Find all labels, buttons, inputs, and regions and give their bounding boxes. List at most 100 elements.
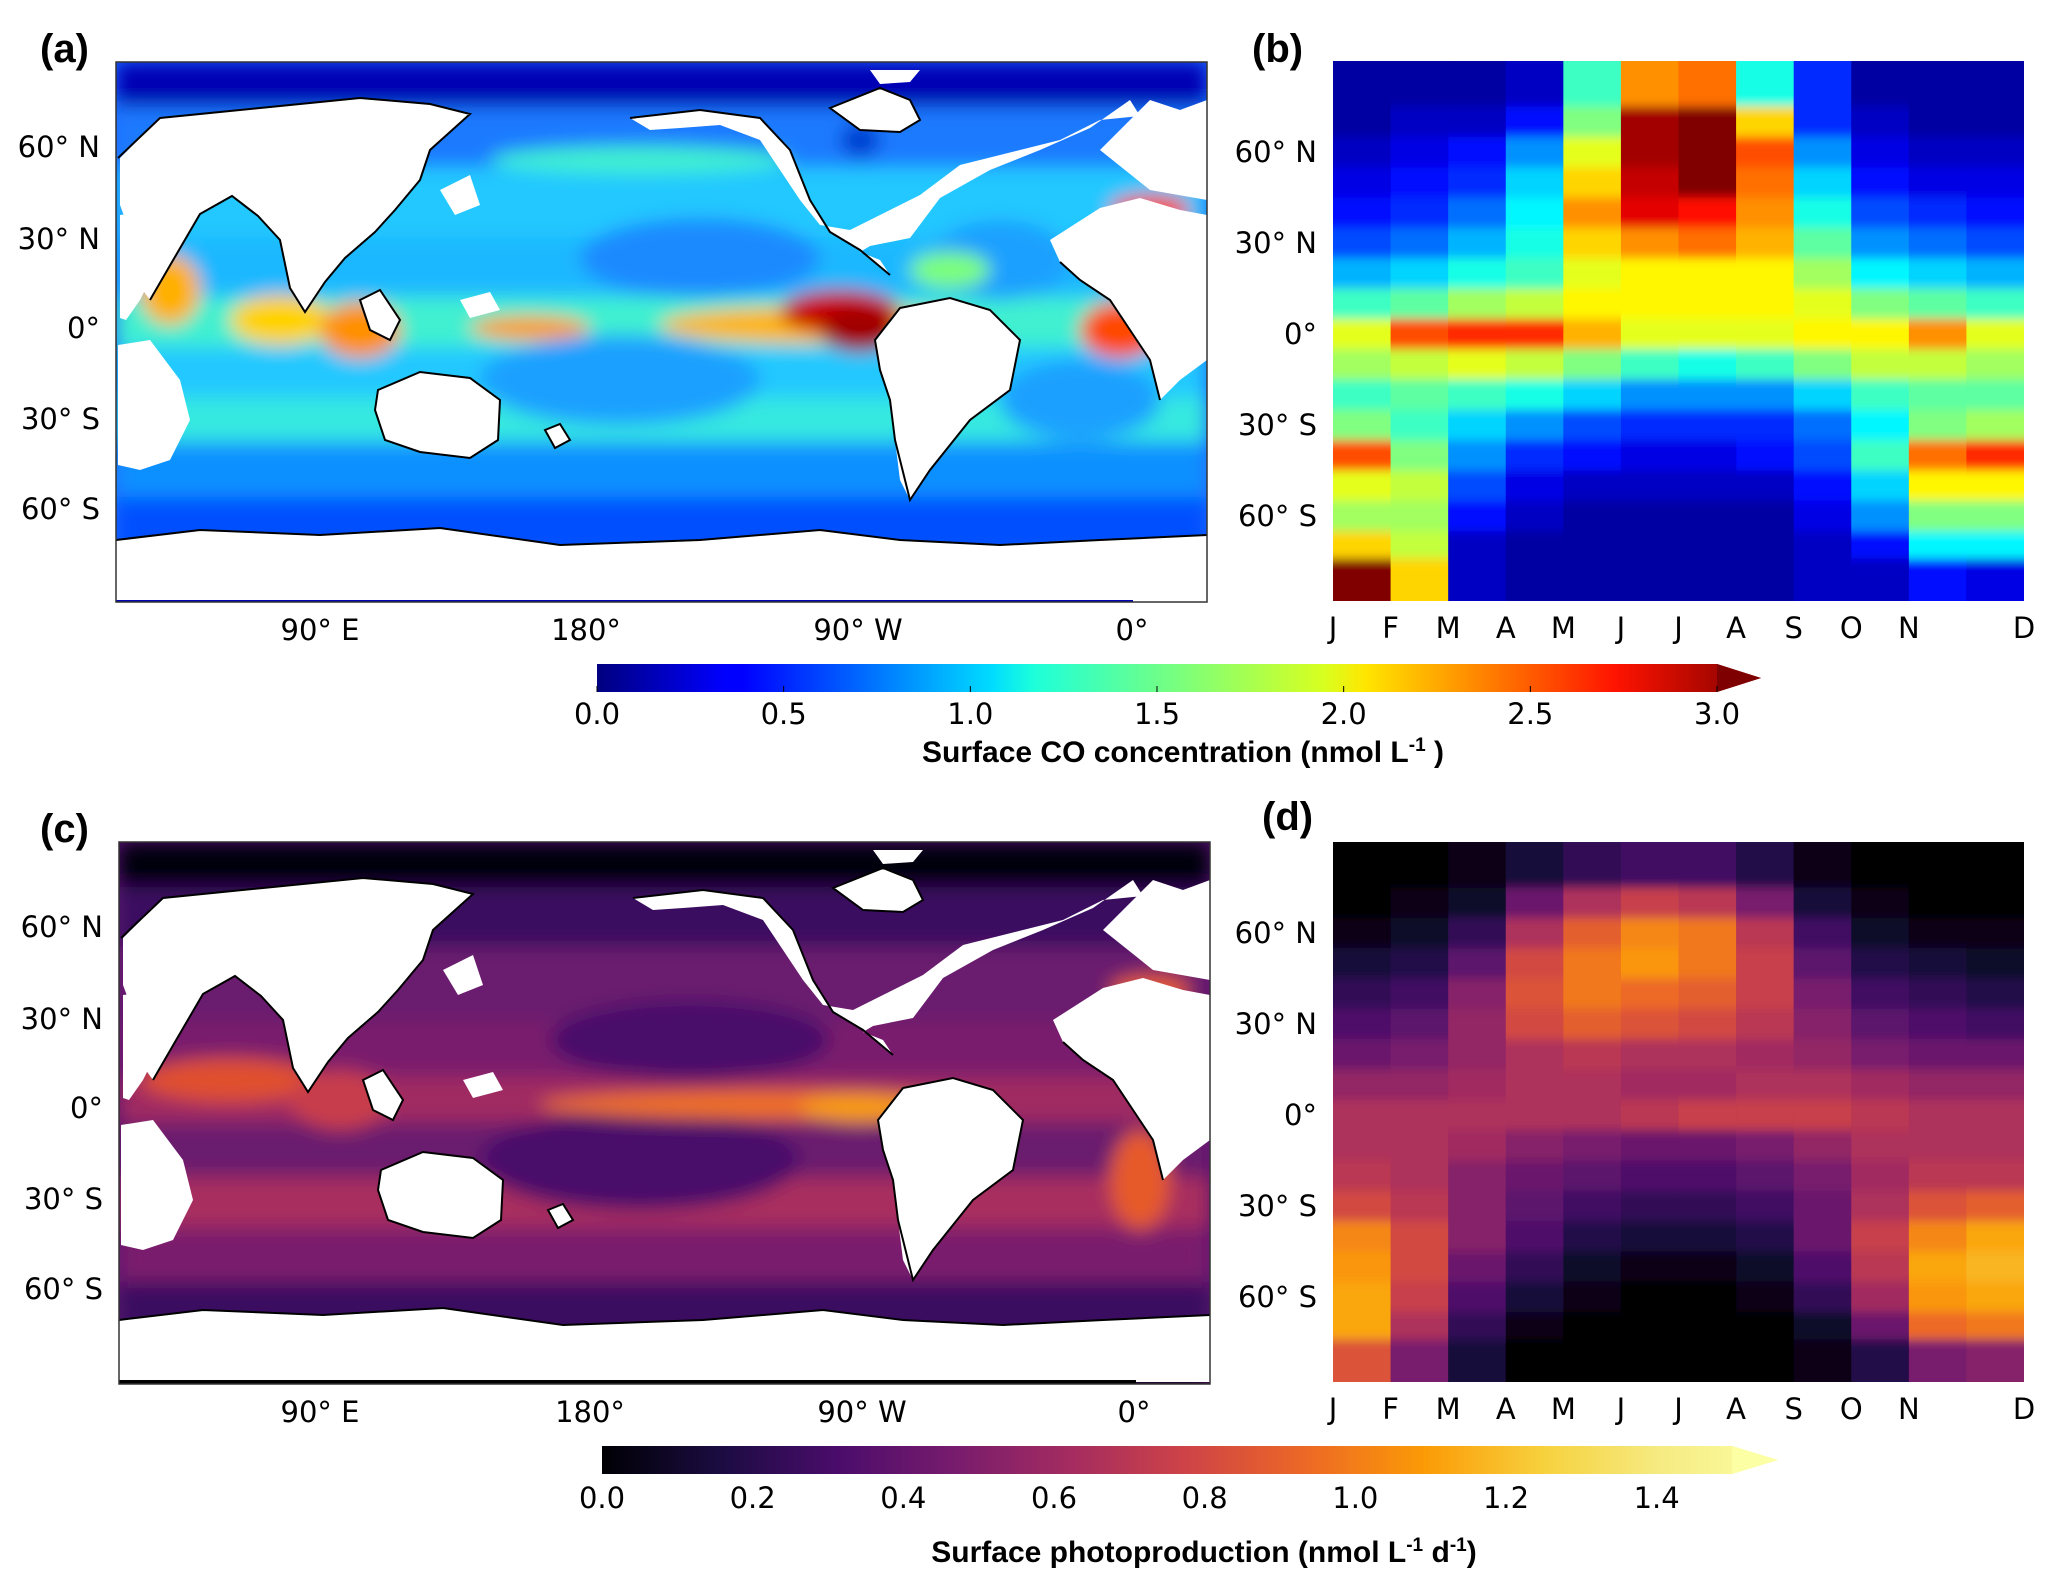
heatmap-cell	[1736, 1339, 1795, 1382]
xtick-label: 90° W	[817, 1395, 906, 1429]
heatmap-cell	[1793, 470, 1852, 502]
xtick-label: J	[1672, 1392, 1683, 1426]
xtick-label: O	[1840, 1392, 1863, 1426]
xtick-label: M	[1436, 611, 1461, 645]
heatmap-cell	[1563, 887, 1622, 919]
heatmap-cell	[1678, 318, 1737, 350]
heatmap-cell	[1563, 1281, 1622, 1313]
heatmap-cell	[1793, 978, 1852, 1010]
heatmap-cell	[1793, 558, 1852, 601]
colorbar-tick-label: 3.0	[1694, 697, 1740, 731]
heatmap-cell	[1390, 167, 1449, 199]
heatmap-cell	[1966, 948, 2024, 980]
heatmap-cell	[1505, 167, 1564, 199]
heatmap-cell	[1908, 288, 1968, 320]
heatmap-cell	[1851, 1312, 1910, 1341]
heatmap-cell	[1448, 842, 1507, 889]
heatmap-cell	[1851, 1339, 1910, 1382]
heatmap-cell	[1333, 288, 1392, 320]
heatmap-cell	[1620, 1160, 1680, 1192]
heatmap-cell	[1505, 1251, 1564, 1283]
heatmap-cell	[1448, 379, 1507, 411]
heatmap-cell	[1448, 1312, 1507, 1341]
heatmap-cell	[1390, 558, 1449, 601]
heatmap-cell	[1908, 1251, 1968, 1283]
heatmap-cell	[1908, 1312, 1968, 1341]
heatmap-cell	[1736, 61, 1795, 108]
heatmap-cell	[1563, 1039, 1622, 1071]
xtick-label: 180°	[551, 613, 621, 647]
heatmap-cell	[1908, 1008, 1968, 1040]
heatmap-cell	[1851, 1039, 1910, 1071]
heatmap-cell	[1678, 558, 1737, 601]
heatmap-cell	[1448, 1251, 1507, 1283]
heatmap-cell	[1793, 531, 1852, 560]
heatmap-cell	[1448, 558, 1507, 601]
colorbar-bottom: 0.0 0.2 0.4 0.6 0.8 1.0 1.2 1.4 Surface photopr…	[579, 1446, 1778, 1569]
heatmap-cell	[1620, 1281, 1680, 1313]
heatmap-cell	[1505, 1008, 1564, 1040]
heatmap-cell	[1563, 1339, 1622, 1382]
heatmap-cell	[1505, 1130, 1564, 1162]
heatmap-cell	[1390, 1160, 1449, 1192]
heatmap-cell	[1736, 558, 1795, 601]
heatmap-cell	[1505, 470, 1564, 502]
heatmap-cell	[1908, 1160, 1968, 1192]
heatmap-cell	[1333, 558, 1392, 601]
heatmap-cell	[1908, 1281, 1968, 1313]
colorbar-top-title: Surface CO concentration (nmol L-1 )	[922, 735, 1444, 769]
heatmap-cell	[1333, 318, 1392, 350]
heatmap-cell	[1620, 1099, 1680, 1131]
heatmap-cell	[1333, 1339, 1392, 1382]
heatmap-cell	[1390, 258, 1449, 290]
xtick-label: 90° W	[813, 613, 902, 647]
heatmap-cell	[1793, 1339, 1852, 1382]
heatmap-cell	[1966, 409, 2024, 441]
heatmap-cell	[1851, 1069, 1910, 1101]
colorbar-tick-label: 0.8	[1182, 1481, 1228, 1515]
heatmap-cell	[1678, 1221, 1737, 1253]
heatmap-cell	[1966, 500, 2024, 532]
heatmap-cell	[1736, 1039, 1795, 1071]
heatmap-cell	[1678, 1190, 1737, 1222]
heatmap-cell	[1448, 258, 1507, 290]
heatmap-cell	[1390, 288, 1449, 320]
heatmap-cell	[1333, 167, 1392, 199]
heatmap-cell	[1505, 106, 1564, 138]
heatmap-cell	[1333, 409, 1392, 441]
heatmap-cell	[1620, 1221, 1680, 1253]
heatmap-cell	[1563, 531, 1622, 560]
heatmap-cell	[1563, 948, 1622, 980]
heatmap-cell	[1966, 197, 2024, 229]
heatmap-cell	[1448, 470, 1507, 502]
heatmap-cell	[1793, 1099, 1852, 1131]
heatmap-cell	[1851, 379, 1910, 411]
heatmap-cell	[1678, 1099, 1737, 1131]
heatmap-cell	[1505, 1099, 1564, 1131]
heatmap-cell	[1620, 409, 1680, 441]
heatmap-cell	[1851, 409, 1910, 441]
heatmap-cell	[1448, 1130, 1507, 1162]
heatmap-cell	[1390, 531, 1449, 560]
heatmap-cell	[1851, 258, 1910, 290]
colorbar-tick-label: 0.4	[880, 1481, 926, 1515]
heatmap-cell	[1333, 500, 1392, 532]
heatmap-cell	[1620, 842, 1680, 889]
heatmap-cell	[1908, 1039, 1968, 1071]
colorbar-tick-label: 0.2	[730, 1481, 776, 1515]
heatmap-cell	[1390, 136, 1449, 168]
heatmap-cell	[1678, 379, 1737, 411]
heatmap-cell	[1678, 349, 1737, 381]
heatmap-cell	[1620, 558, 1680, 601]
heatmap-cell	[1793, 1039, 1852, 1071]
heatmap-cell	[1793, 258, 1852, 290]
heatmap-cell	[1736, 349, 1795, 381]
heatmap-cell	[1966, 1130, 2024, 1162]
heatmap-cell	[1620, 1312, 1680, 1341]
xtick-label: D	[2013, 611, 2035, 645]
xtick-label: 90° E	[281, 613, 360, 647]
heatmap-cell	[1505, 1339, 1564, 1382]
heatmap-cell	[1563, 167, 1622, 199]
heatmap-cell	[1908, 258, 1968, 290]
heatmap-cell	[1505, 409, 1564, 441]
